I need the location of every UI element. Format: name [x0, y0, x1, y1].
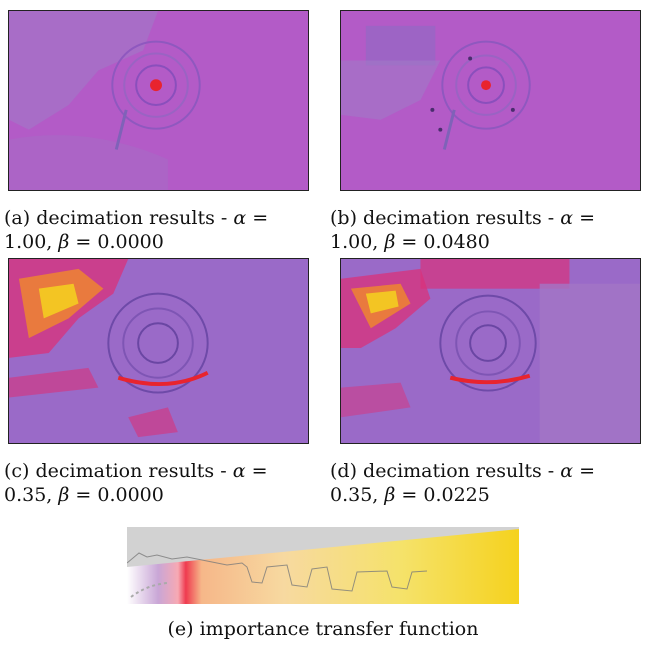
alpha-symbol: α	[233, 207, 247, 229]
hurricane-render-c	[9, 259, 308, 443]
beta-symbol: β	[384, 484, 396, 506]
caption-d-beta-value: = 0.0225	[395, 484, 490, 506]
caption-d-alpha-value: 0.35,	[330, 484, 385, 506]
hurricane-render-b	[341, 11, 640, 190]
caption-b: (b) decimation results - α = 1.00, β = 0.…	[330, 206, 646, 254]
alpha-symbol: α	[560, 207, 574, 229]
beta-symbol: β	[384, 231, 396, 253]
caption-a-beta-value: = 0.0000	[69, 231, 164, 253]
image-panel-c	[8, 258, 309, 444]
caption-b-line1: (b) decimation results -	[330, 207, 561, 229]
equals-sign: =	[573, 207, 596, 229]
caption-c-line1: (c) decimation results -	[4, 460, 233, 482]
caption-c-beta-value: = 0.0000	[69, 484, 164, 506]
equals-sign: =	[246, 207, 269, 229]
caption-e: (e) importance transfer function	[167, 618, 479, 640]
caption-a-line1: (a) decimation results -	[4, 207, 234, 229]
alpha-symbol: α	[560, 460, 574, 482]
caption-a-alpha-value: 1.00,	[4, 231, 59, 253]
image-panel-a	[8, 10, 309, 191]
image-panel-d	[340, 258, 641, 444]
hurricane-render-d	[341, 259, 640, 443]
caption-b-alpha-value: 1.00,	[330, 231, 385, 253]
caption-d: (d) decimation results - α = 0.35, β = 0.…	[330, 459, 646, 507]
hurricane-render-a	[9, 11, 308, 190]
caption-b-beta-value: = 0.0480	[395, 231, 490, 253]
beta-symbol: β	[58, 231, 70, 253]
equals-sign: =	[245, 460, 268, 482]
importance-transfer-function	[127, 527, 519, 604]
caption-a: (a) decimation results - α = 1.00, β = 0.…	[4, 206, 334, 254]
transfer-function-graphic	[127, 527, 519, 604]
caption-d-line1: (d) decimation results -	[330, 460, 561, 482]
caption-c: (c) decimation results - α = 0.35, β = 0.…	[4, 459, 334, 507]
caption-c-alpha-value: 0.35,	[4, 484, 59, 506]
beta-symbol: β	[58, 484, 70, 506]
image-panel-b	[340, 10, 641, 191]
equals-sign: =	[573, 460, 596, 482]
alpha-symbol: α	[232, 460, 246, 482]
